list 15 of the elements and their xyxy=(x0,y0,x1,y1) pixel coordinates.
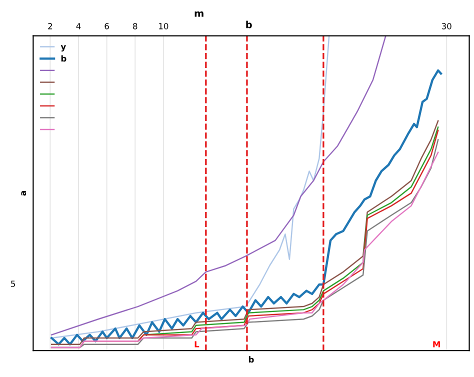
x-tick-label: 6 xyxy=(104,23,109,30)
x-axis-title: b xyxy=(248,356,254,363)
y-axis-title: a xyxy=(21,191,26,196)
x-tick-label: 10 xyxy=(159,23,168,30)
chart-title: m xyxy=(194,11,204,17)
chart-subtitle: b xyxy=(246,20,252,28)
legend-label: y xyxy=(60,45,66,52)
annotation: M xyxy=(433,341,440,348)
annotation: L xyxy=(194,341,200,348)
legend-label: b xyxy=(61,55,66,62)
x-tick-label: 4 xyxy=(76,23,81,30)
text: 5 xyxy=(11,280,16,287)
x-tick-label: 8 xyxy=(133,23,138,30)
x-tick-label: 30 xyxy=(442,23,452,30)
x-tick-label: 2 xyxy=(48,23,52,30)
